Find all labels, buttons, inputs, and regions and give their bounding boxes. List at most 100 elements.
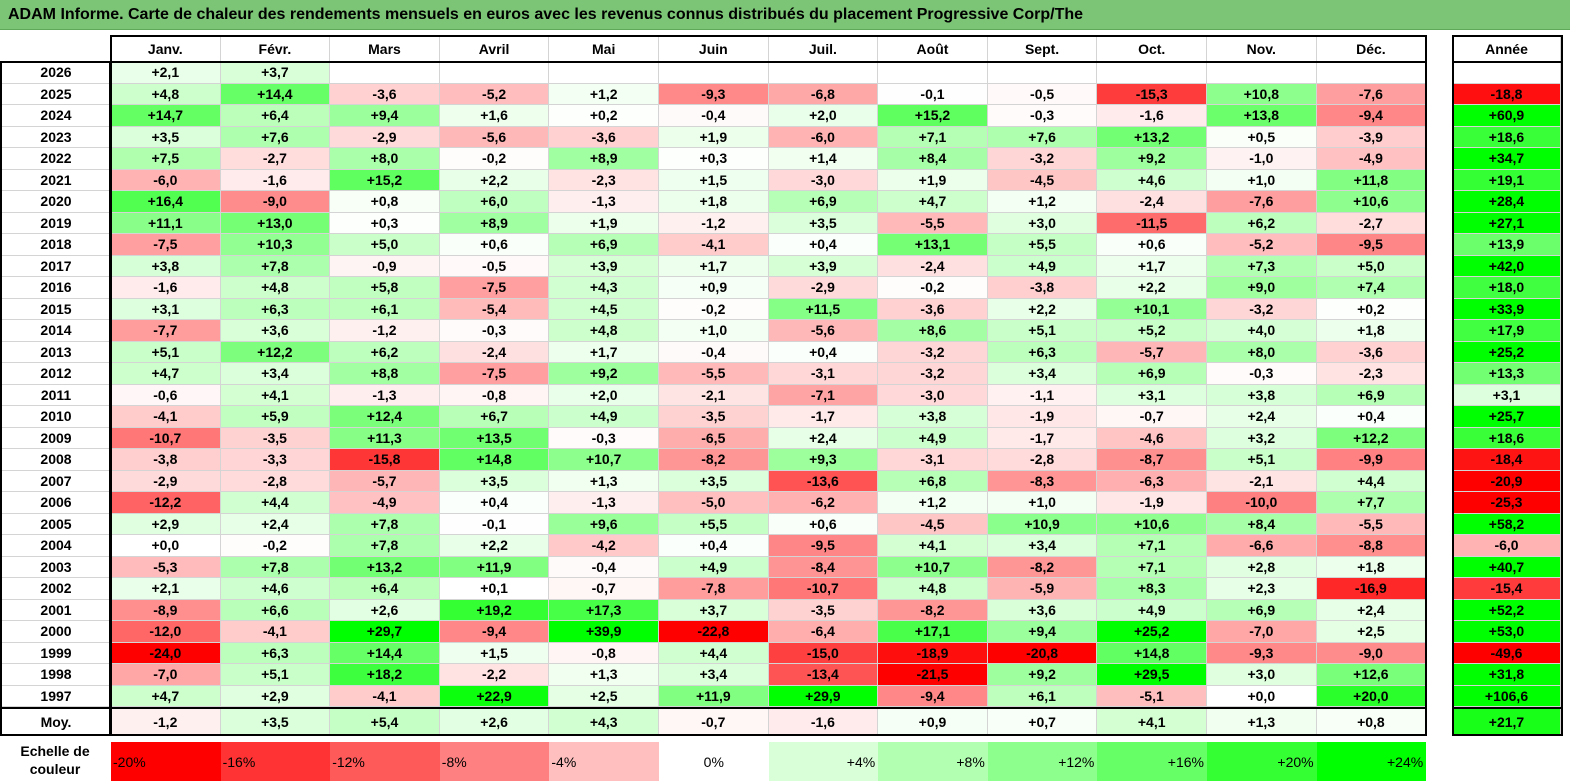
- heatmap-cell: +14,7: [111, 105, 221, 127]
- heatmap-cell: +29,9: [768, 685, 879, 707]
- average-cell: -1,6: [768, 709, 879, 735]
- annual-cell: +58,2: [1453, 513, 1561, 535]
- annual-cell: +13,3: [1453, 363, 1561, 385]
- annual-cell: +33,9: [1453, 298, 1561, 320]
- heatmap-cell: +4,6: [1097, 169, 1207, 191]
- heatmap-cell: +8,9: [439, 212, 550, 234]
- heatmap-cell: +5,1: [1207, 449, 1317, 471]
- heatmap-cell: -0,2: [220, 535, 331, 557]
- heatmap-cell: [330, 62, 440, 84]
- heatmap-cell: -9,4: [1316, 105, 1427, 127]
- heatmap-cell: -9,0: [1316, 642, 1427, 664]
- heatmap-cell: -9,3: [1207, 642, 1317, 664]
- heatmap-cell: -3,5: [220, 427, 331, 449]
- heatmap-cell: -2,3: [549, 169, 659, 191]
- heatmap-cell: +6,1: [330, 298, 440, 320]
- heatmap-cell: +5,0: [1316, 255, 1427, 277]
- heatmap-cell: +12,2: [1316, 427, 1427, 449]
- heatmap-cell: +3,4: [659, 664, 769, 686]
- heatmap-cell: +2,8: [1207, 556, 1317, 578]
- annual-cell: +25,2: [1453, 341, 1561, 363]
- heatmap-cell: -9,4: [439, 621, 550, 643]
- year-label: 2021: [2, 169, 110, 191]
- heatmap-cell: -8,2: [878, 599, 988, 621]
- heatmap-cell: -3,0: [768, 169, 879, 191]
- heatmap-cell: +6,3: [220, 298, 331, 320]
- heatmap-cell: -6,4: [768, 621, 879, 643]
- heatmap-cell: +9,4: [330, 105, 440, 127]
- heatmap-cell: -3,1: [768, 363, 879, 385]
- page-title: ADAM Informe. Carte de chaleur des rende…: [8, 6, 1084, 23]
- title-bar: ADAM Informe. Carte de chaleur des rende…: [0, 0, 1570, 30]
- heatmap-cell: +10,1: [1097, 298, 1207, 320]
- heatmap-cell: +5,2: [1097, 320, 1207, 342]
- heatmap-cell: +5,1: [111, 341, 221, 363]
- heatmap-cell: +1,0: [987, 492, 1098, 514]
- heatmap-cell: +0,1: [439, 578, 550, 600]
- year-label: 2010: [2, 406, 110, 428]
- heatmap-cell: +3,4: [987, 535, 1098, 557]
- heatmap-cell: +1,0: [1207, 169, 1317, 191]
- heatmap-cell: +39,9: [549, 621, 659, 643]
- heatmap-cell: +11,8: [1316, 169, 1427, 191]
- annual-cell: +53,0: [1453, 621, 1561, 643]
- heatmap-cell: +13,2: [330, 556, 440, 578]
- heatmap-cell: [1316, 62, 1427, 84]
- heatmap-cell: -7,5: [439, 363, 550, 385]
- heatmap-cell: +1,9: [549, 212, 659, 234]
- heatmap-cell: -9,4: [878, 685, 988, 707]
- year-label: 2012: [2, 363, 110, 385]
- heatmap-cell: -7,6: [1207, 191, 1317, 213]
- heatmap-cell: -24,0: [111, 642, 221, 664]
- heatmap-cell: +3,6: [220, 320, 331, 342]
- heatmap-cell: +1,3: [549, 664, 659, 686]
- heatmap-cell: +6,9: [1316, 384, 1427, 406]
- heatmap-cell: -3,2: [878, 363, 988, 385]
- heatmap-cell: +4,1: [878, 535, 988, 557]
- heatmap-cell: +2,4: [220, 513, 331, 535]
- heatmap-cell: +4,3: [549, 277, 659, 299]
- heatmap-cell: +4,8: [878, 578, 988, 600]
- heatmap-cell: -5,5: [1316, 513, 1427, 535]
- heatmap-cell: +1,5: [659, 169, 769, 191]
- heatmap-cell: +0,9: [659, 277, 769, 299]
- heatmap-cell: +7,8: [330, 513, 440, 535]
- heatmap-cell: -1,0: [1207, 148, 1317, 170]
- heatmap-cell: -3,5: [768, 599, 879, 621]
- heatmap-cell: -5,5: [659, 363, 769, 385]
- heatmap-cell: +0,8: [330, 191, 440, 213]
- heatmap-cell: +5,0: [330, 234, 440, 256]
- heatmap-cell: +1,7: [1097, 255, 1207, 277]
- annual-cell: +106,6: [1453, 685, 1561, 707]
- heatmap-cell: +7,5: [111, 148, 221, 170]
- heatmap-cell: -18,9: [878, 642, 988, 664]
- annual-cell: [1453, 62, 1561, 84]
- heatmap-cell: +8,6: [878, 320, 988, 342]
- heatmap-cell: -2,1: [1207, 470, 1317, 492]
- legend-swatch: -12%: [330, 742, 440, 781]
- heatmap-cell: -5,5: [878, 212, 988, 234]
- heatmap-cell: -0,2: [878, 277, 988, 299]
- annual-cell: +17,9: [1453, 320, 1561, 342]
- annual-cell: +28,4: [1453, 191, 1561, 213]
- heatmap-cell: +4,8: [220, 277, 331, 299]
- average-cell: -0,7: [659, 709, 769, 735]
- heatmap-cell: [549, 62, 659, 84]
- year-label: 2015: [2, 298, 110, 320]
- heatmap-cell: +1,7: [659, 255, 769, 277]
- heatmap-cell: -2,9: [768, 277, 879, 299]
- heatmap-cell: -7,8: [659, 578, 769, 600]
- heatmap-cell: -2,4: [878, 255, 988, 277]
- heatmap-cell: +13,1: [878, 234, 988, 256]
- heatmap-cell: -0,7: [549, 578, 659, 600]
- month-header: Juin: [659, 36, 769, 62]
- heatmap-cell: -2,9: [111, 470, 221, 492]
- heatmap-cell: +8,9: [549, 148, 659, 170]
- year-label: 2002: [2, 578, 110, 600]
- heatmap-cell: -7,1: [768, 384, 879, 406]
- heatmap-cell: +8,0: [330, 148, 440, 170]
- heatmap-cell: +1,2: [878, 492, 988, 514]
- heatmap-cell: -3,6: [330, 83, 440, 105]
- heatmap-cell: +0,4: [768, 234, 879, 256]
- heatmap-cell: -0,5: [439, 255, 550, 277]
